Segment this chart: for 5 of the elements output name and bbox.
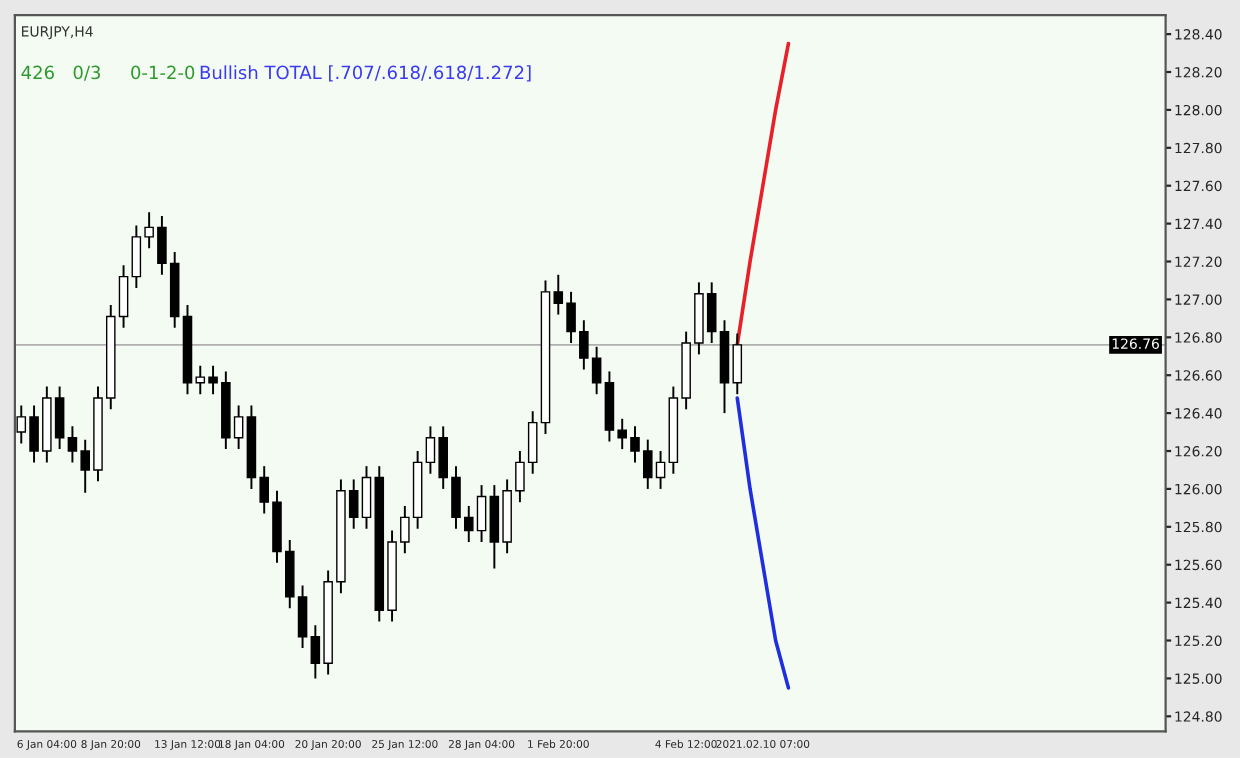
annotation: 0/3 bbox=[73, 65, 101, 81]
annotation: 0-1-2-0 bbox=[131, 65, 195, 80]
annotation: 426 bbox=[21, 65, 54, 80]
line-series bbox=[735, 396, 791, 690]
annotation: Bullish TOTAL [.707/.618/.618/1.272] bbox=[200, 65, 531, 82]
